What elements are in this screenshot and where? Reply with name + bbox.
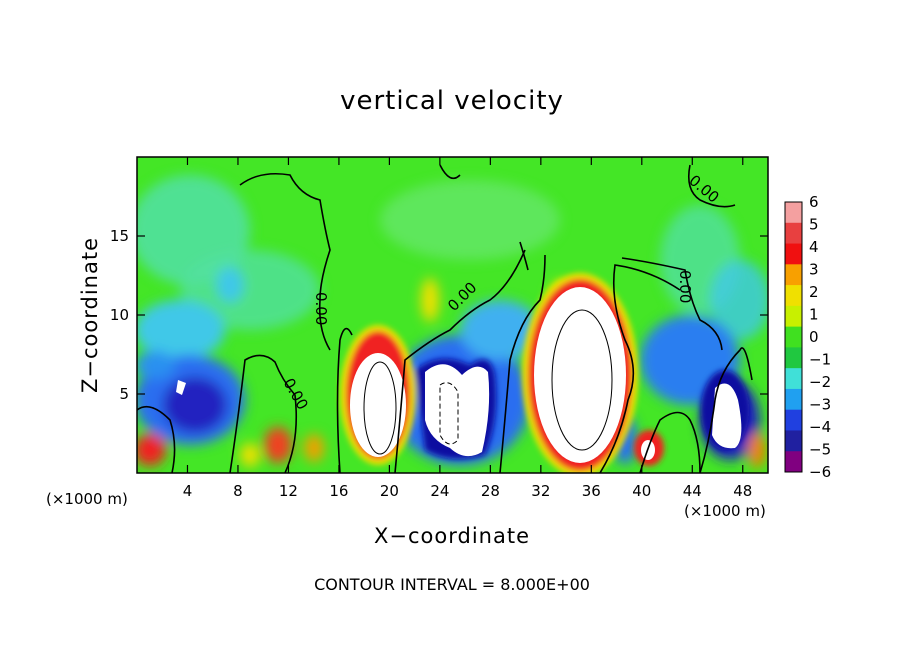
colorbar-tick-label: −1: [809, 351, 831, 369]
colorbar-tick-label: 1: [809, 306, 819, 324]
y-tick-label: 15: [110, 227, 129, 245]
y-tick-label: 5: [119, 385, 129, 403]
colorbar-tick-label: −2: [809, 373, 831, 391]
colorbar-swatch: [785, 451, 802, 473]
x-tick-label: 36: [582, 482, 601, 500]
x-tick-label: 32: [531, 482, 550, 500]
x-tick-label: 12: [279, 482, 298, 500]
colorbar-frame: [784, 201, 803, 473]
colorbar-tick-label: 6: [809, 193, 819, 211]
x-axis-label: X−coordinate: [374, 524, 530, 548]
colorbar-swatch: [785, 202, 802, 224]
colorbar-swatch: [785, 305, 802, 328]
colorbar-swatch: [785, 347, 802, 369]
x-tick-label: 8: [233, 482, 243, 500]
colorbar-tick-label: −6: [809, 463, 831, 481]
colorbar-swatch: [785, 222, 802, 245]
velocity-field: 0.00 0.00 0.00 0.00 0.00: [137, 157, 768, 473]
colorbar-swatch: [785, 388, 802, 411]
contour-interval-note: CONTOUR INTERVAL = 8.000E+00: [314, 575, 590, 594]
x-tick-label: 44: [683, 482, 702, 500]
colorbar-tick-label: 3: [809, 261, 819, 279]
colorbar-swatch: [785, 326, 802, 348]
y-axis: 5 10 15: [110, 227, 768, 403]
colorbar-tick-label: 2: [809, 283, 819, 301]
x-unit-label-right: (×1000 m): [684, 502, 766, 520]
colorbar-tick-label: 4: [809, 238, 819, 256]
x-unit-label-left: (×1000 m): [46, 490, 128, 508]
x-tick-label: 20: [380, 482, 399, 500]
colorbar-swatch: [785, 409, 802, 431]
colorbar-tick-label: −3: [809, 396, 831, 414]
x-tick-label: 4: [183, 482, 193, 500]
x-tick-label: 24: [430, 482, 449, 500]
chart-title: vertical velocity: [340, 86, 564, 116]
colorbar-tick-label: 5: [809, 216, 819, 234]
colorbar-swatch: [785, 264, 802, 286]
x-tick-label: 48: [733, 482, 752, 500]
colorbar-swatch: [785, 243, 802, 265]
x-axis: 4 8 12 16 20 24 28 32 36 40 44 48: [183, 157, 752, 500]
colorbar-tick-label: −4: [809, 418, 831, 436]
contour-label: 0.00: [312, 292, 330, 325]
colorbar-swatch: [785, 285, 802, 307]
contour-label: 0.00: [676, 270, 694, 303]
y-tick-label: 10: [110, 306, 129, 324]
x-tick-label: 16: [329, 482, 348, 500]
colorbar-tick-label: 0: [809, 328, 819, 346]
x-tick-label: 28: [481, 482, 500, 500]
x-tick-label: 40: [632, 482, 651, 500]
colorbar: 6 5 4 3 2 1 0 −1 −2 −3 −4 −5 −6: [784, 193, 831, 481]
colorbar-swatch: [785, 430, 802, 452]
colorbar-swatch: [785, 368, 802, 390]
colorbar-tick-label: −5: [809, 441, 831, 459]
